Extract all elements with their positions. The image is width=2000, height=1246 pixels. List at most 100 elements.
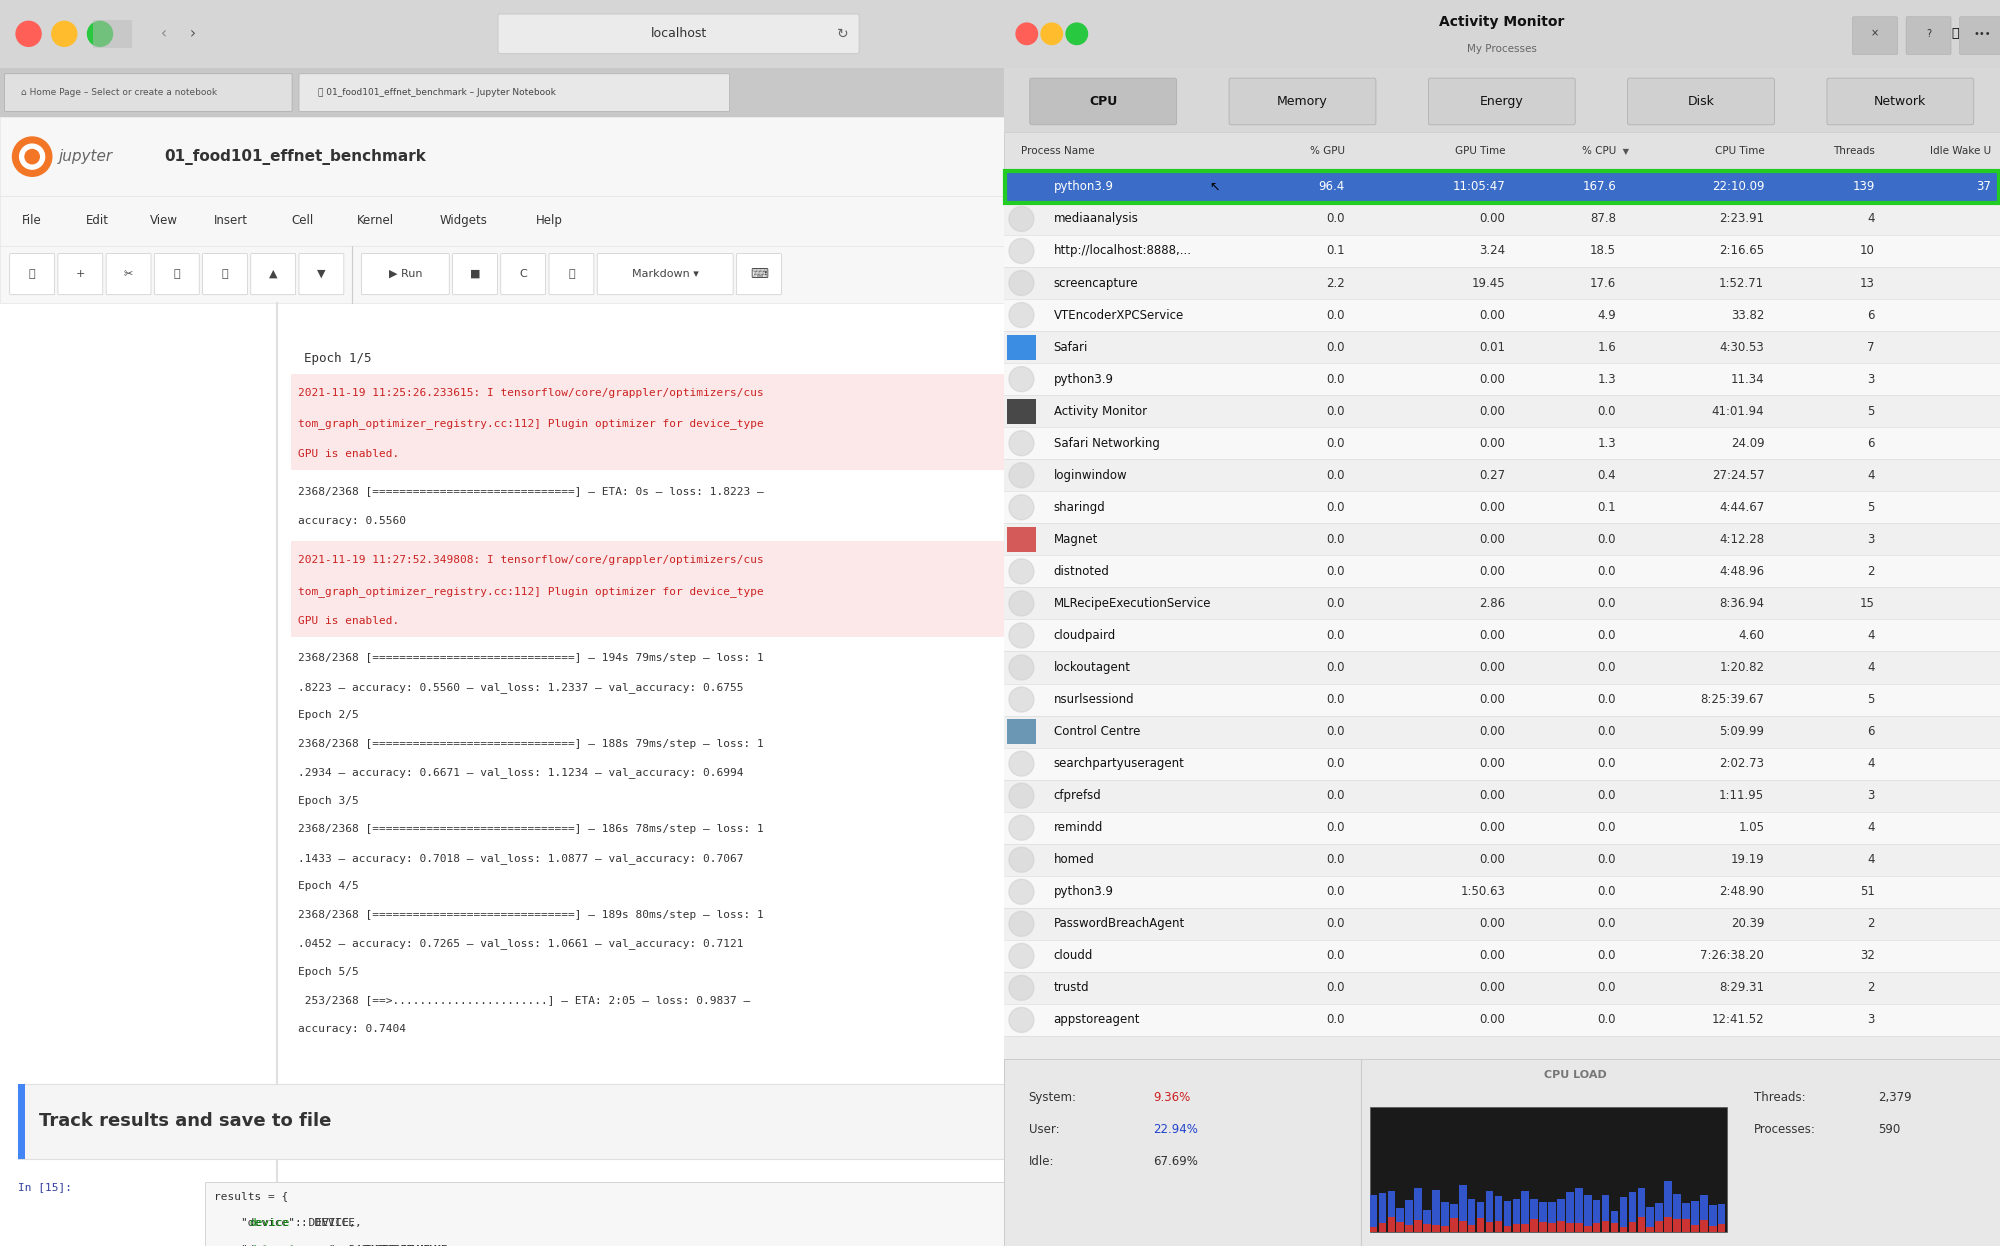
Text: ↻: ↻: [836, 27, 848, 41]
Text: ✂: ✂: [124, 269, 134, 279]
Text: 4.9: 4.9: [1598, 309, 1616, 321]
Bar: [1004, 523, 2000, 556]
Bar: [1674, 1219, 1680, 1232]
Text: ▼: ▼: [318, 269, 326, 279]
Bar: [1004, 908, 2000, 939]
Circle shape: [1008, 655, 1034, 680]
Text: 2021-11-19 11:25:26.233615: I tensorflow/core/grappler/optimizers/cus: 2021-11-19 11:25:26.233615: I tensorflow…: [298, 388, 764, 397]
Circle shape: [1008, 880, 1034, 905]
Text: 1:20.82: 1:20.82: [1720, 660, 1764, 674]
Text: ⎗: ⎗: [222, 269, 228, 279]
Text: 0.0: 0.0: [1326, 501, 1344, 513]
FancyBboxPatch shape: [1030, 78, 1176, 125]
Text: 0.0: 0.0: [1326, 629, 1344, 642]
Bar: [1004, 0, 2000, 67]
Text: 0.0: 0.0: [1598, 949, 1616, 962]
Text: 0.00: 0.00: [1480, 693, 1506, 706]
Bar: [1008, 335, 1036, 360]
Circle shape: [1406, 211, 1426, 232]
Text: : DEVICE,: : DEVICE,: [300, 1217, 362, 1227]
Text: 32: 32: [1860, 949, 1876, 962]
Text: ×: ×: [1870, 29, 1880, 39]
Text: 0.0: 0.0: [1326, 212, 1344, 226]
Bar: [1530, 1220, 1538, 1232]
Text: 2368/2368 [==============================] – 189s 80ms/step – loss: 1: 2368/2368 [=============================…: [298, 910, 764, 920]
Bar: [1396, 1209, 1404, 1222]
Text: 2: 2: [1868, 564, 1876, 578]
Bar: [1424, 1210, 1430, 1224]
Text: tom_graph_optimizer_registry.cc:112] Plugin optimizer for device_type: tom_graph_optimizer_registry.cc:112] Plu…: [298, 419, 764, 429]
Text: screencapture: screencapture: [1054, 277, 1138, 289]
Text: 0.0: 0.0: [1598, 629, 1616, 642]
Text: 🔍: 🔍: [1952, 27, 1960, 40]
Bar: [1486, 1222, 1494, 1232]
Text: ?: ?: [1926, 29, 1932, 39]
Text: 6: 6: [1868, 309, 1876, 321]
Text: 0.00: 0.00: [1480, 501, 1506, 513]
Text: 0.0: 0.0: [1326, 309, 1344, 321]
Bar: [1370, 1108, 1726, 1232]
Bar: [1004, 235, 2000, 267]
Bar: [1628, 1192, 1636, 1222]
Circle shape: [1008, 431, 1034, 456]
Bar: [1004, 1059, 2000, 1246]
Text: 0.0: 0.0: [1326, 597, 1344, 611]
Circle shape: [1008, 207, 1034, 232]
FancyBboxPatch shape: [4, 74, 292, 111]
Bar: [1004, 203, 2000, 235]
Text: 0.00: 0.00: [1480, 436, 1506, 450]
Text: 4: 4: [1868, 821, 1876, 835]
Text: python3.9: python3.9: [1054, 181, 1114, 193]
Circle shape: [26, 150, 40, 163]
Text: : DATASET_NAME,: : DATASET_NAME,: [352, 1245, 454, 1246]
Text: 4: 4: [1868, 660, 1876, 674]
Bar: [1674, 1194, 1680, 1219]
Text: loginwindow: loginwindow: [1054, 468, 1128, 482]
Bar: [1004, 171, 2000, 203]
FancyBboxPatch shape: [58, 253, 102, 295]
Text: 0.0: 0.0: [1326, 405, 1344, 417]
Text: trustd: trustd: [1054, 982, 1090, 994]
Text: Epoch 3/5: Epoch 3/5: [298, 796, 358, 806]
Text: Trusted: Trusted: [1060, 216, 1100, 226]
Text: 8:25:39.67: 8:25:39.67: [1700, 693, 1764, 706]
Text: accuracy: 0.7404: accuracy: 0.7404: [298, 1023, 406, 1033]
Bar: [1718, 1225, 1726, 1232]
Text: Activity Monitor: Activity Monitor: [1440, 15, 1564, 29]
Text: ‹: ‹: [162, 26, 168, 41]
Text: 0.0: 0.0: [1326, 758, 1344, 770]
Text: 0.0: 0.0: [1326, 660, 1344, 674]
Text: cfprefsd: cfprefsd: [1054, 789, 1102, 802]
Text: Epoch 1/5: Epoch 1/5: [304, 353, 372, 365]
Bar: [1638, 1217, 1646, 1232]
Text: 0.0: 0.0: [1598, 917, 1616, 931]
Text: 19.45: 19.45: [1472, 277, 1506, 289]
Bar: [1558, 1199, 1564, 1221]
Text: 0.0: 0.0: [1598, 758, 1616, 770]
Text: •••: •••: [1974, 29, 1990, 39]
FancyBboxPatch shape: [1230, 78, 1376, 125]
Text: Python 3 (ipykernel): Python 3 (ipykernel): [1194, 216, 1306, 226]
Text: 0.0: 0.0: [1326, 1013, 1344, 1027]
Bar: [1370, 1195, 1378, 1227]
Bar: [1388, 1191, 1396, 1217]
Bar: [1602, 1221, 1610, 1232]
Circle shape: [1008, 591, 1034, 616]
Text: CPU LOAD: CPU LOAD: [1544, 1070, 1606, 1080]
FancyBboxPatch shape: [498, 14, 860, 54]
Text: 13: 13: [1860, 277, 1876, 289]
Text: .1433 – accuracy: 0.7018 – val_loss: 1.0877 – val_accuracy: 0.7067: .1433 – accuracy: 0.7018 – val_loss: 1.0…: [298, 852, 744, 863]
Text: 2:23.91: 2:23.91: [1720, 212, 1764, 226]
Bar: [0, 245, 1536, 303]
Bar: [1450, 1217, 1458, 1232]
Text: Idle:: Idle:: [1028, 1155, 1054, 1169]
Text: 0.27: 0.27: [1480, 468, 1506, 482]
Text: 0.0: 0.0: [1326, 533, 1344, 546]
Text: 4: 4: [1868, 854, 1876, 866]
Text: 0.00: 0.00: [1480, 949, 1506, 962]
Bar: [1004, 811, 2000, 844]
Circle shape: [1008, 559, 1034, 584]
Text: 0.00: 0.00: [1480, 854, 1506, 866]
Text: 0.0: 0.0: [1326, 373, 1344, 386]
Bar: [1378, 1224, 1386, 1232]
